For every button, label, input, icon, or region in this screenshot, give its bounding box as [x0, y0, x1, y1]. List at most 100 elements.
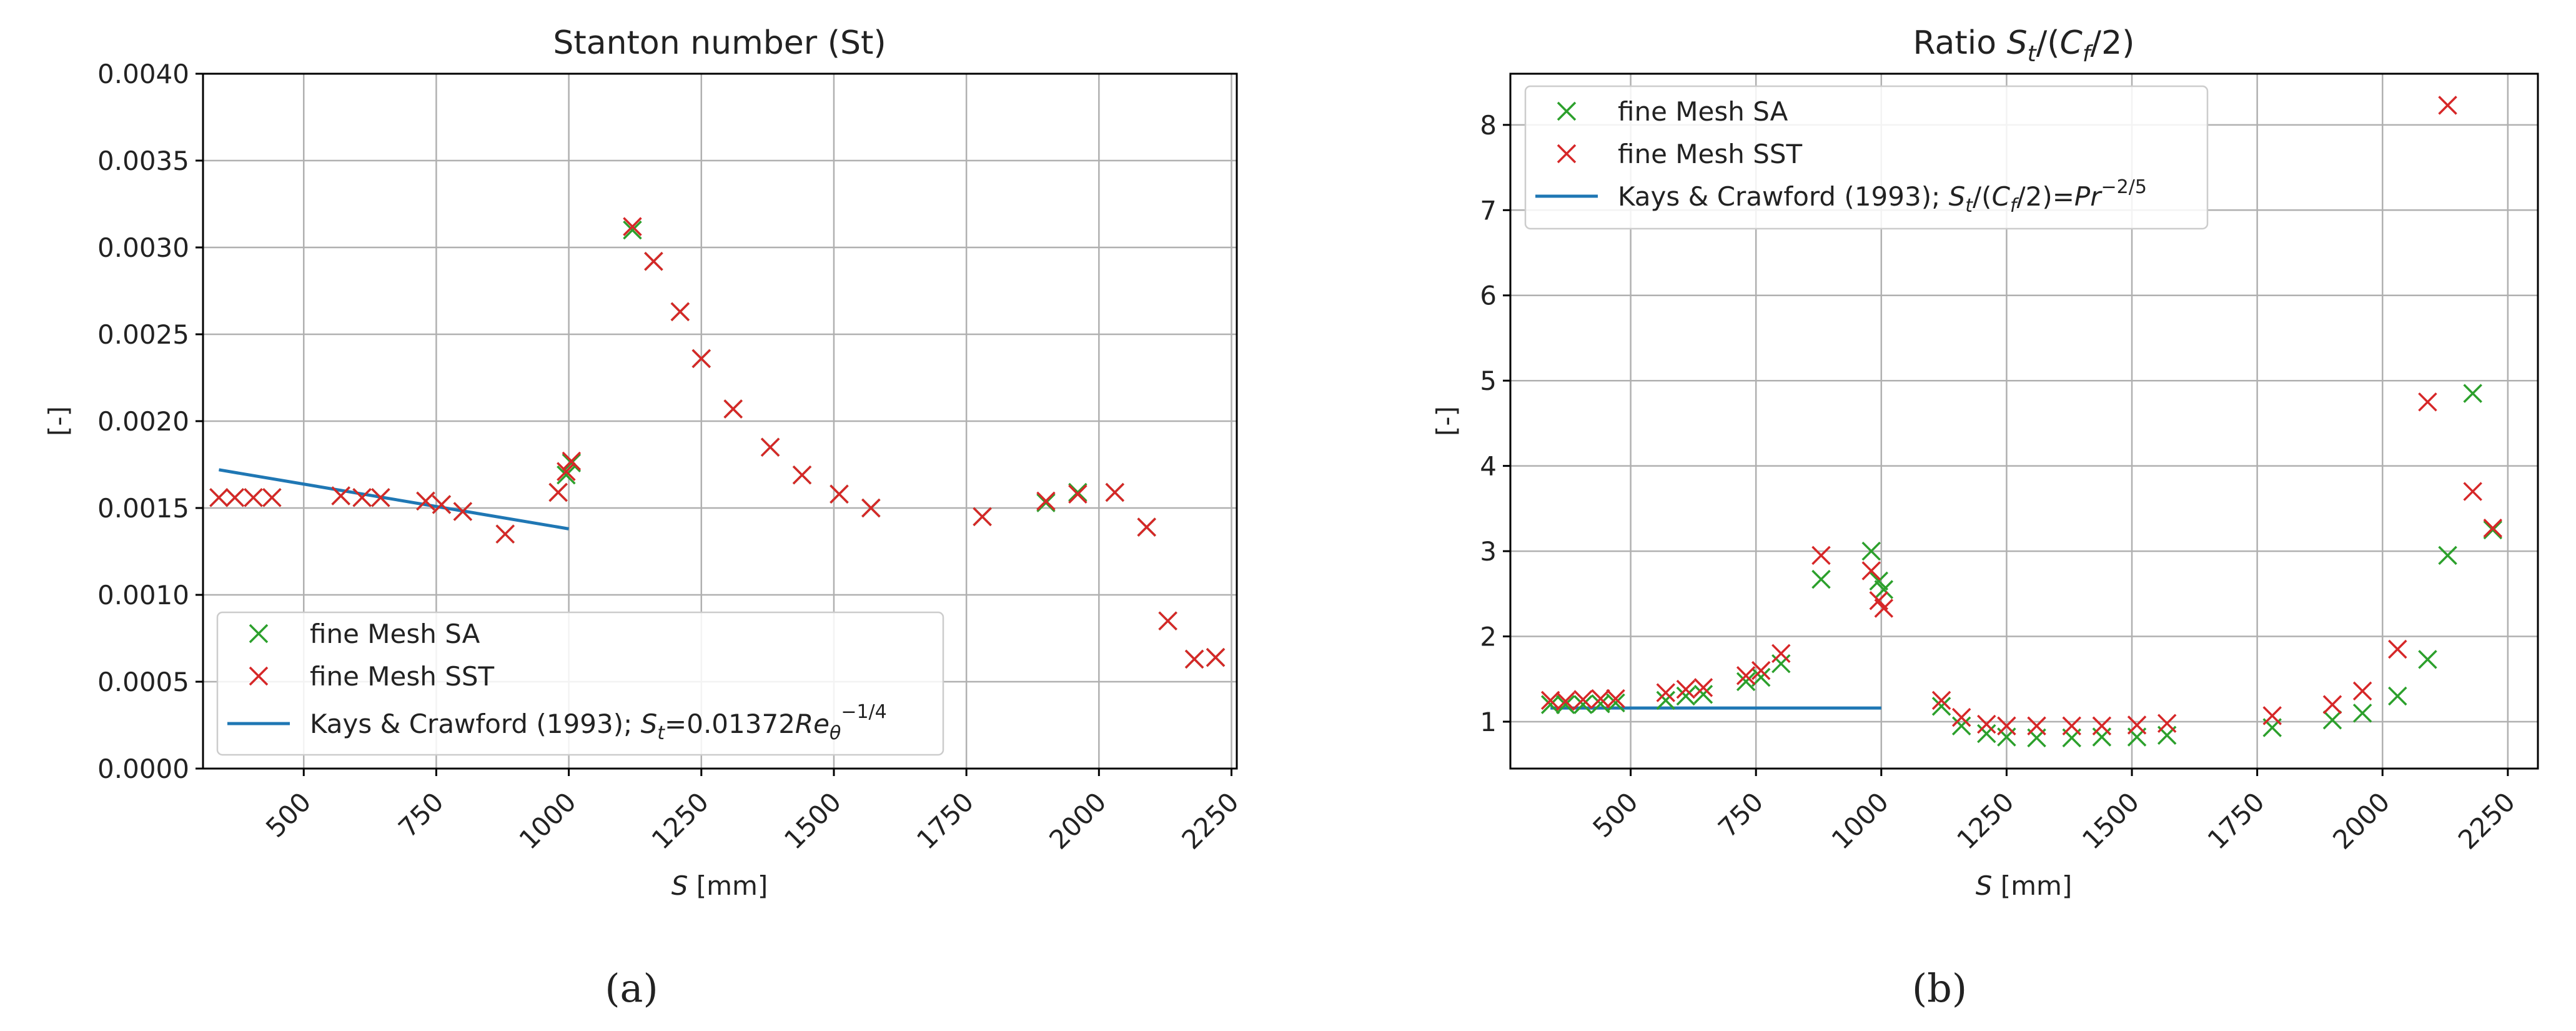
legend-marker-sst-b — [1557, 144, 1577, 164]
series-marks-a — [209, 217, 1226, 669]
point-sst-b — [1573, 690, 1593, 709]
point-sst-b — [2418, 392, 2437, 412]
y-axis-label-a: [-] — [43, 406, 74, 436]
point-sst-a — [416, 491, 435, 511]
point-sst-b — [2352, 681, 2372, 701]
point-sst-a — [225, 488, 245, 507]
point-sst-a — [352, 488, 372, 507]
point-sa-b — [2418, 650, 2437, 669]
point-sst-b — [1977, 714, 1996, 734]
point-sst-b — [1606, 689, 1625, 709]
point-sst-b — [1656, 683, 1675, 702]
y-tick-label-b: 4 — [1480, 451, 1497, 482]
point-sa-b — [1540, 695, 1560, 714]
point-sst-b — [1997, 716, 2016, 736]
point-sst-b — [2027, 716, 2046, 736]
point-sa-b — [1693, 685, 1713, 704]
point-sst-a — [1068, 484, 1087, 504]
legend-box-b — [1524, 85, 2209, 230]
point-sst-a — [244, 488, 263, 507]
x-axis-label-a: S [mm] — [671, 870, 768, 901]
legend-b: fine Mesh SA fine Mesh SST Kays & Crawfo… — [1524, 85, 2209, 230]
chart-title-b: Ratio St/(Cf/2) — [1913, 24, 2135, 67]
point-sst-a — [432, 495, 452, 514]
point-sst-a — [760, 437, 780, 457]
legend-label-sst-b: fine Mesh SST — [1618, 139, 1803, 169]
point-sst-a — [495, 524, 515, 544]
legend-label-sa-a: fine Mesh SA — [310, 619, 480, 649]
point-sa-a — [562, 453, 582, 472]
point-sa-b — [1931, 697, 1951, 716]
series-marks-b — [1540, 96, 2503, 748]
point-sa-b — [1573, 695, 1593, 714]
point-sst-b — [2157, 714, 2177, 733]
point-sst-a — [792, 465, 812, 485]
legend-label-kc-b: Kays & Crawford (1993); St/(Cf/2)=Pr−2/5 — [1618, 176, 2147, 217]
point-sa-a — [623, 220, 642, 240]
point-sa-b — [1977, 724, 1996, 744]
x-tick-label-b: 1000 — [1826, 786, 1895, 855]
point-sa-b — [1861, 541, 1881, 561]
point-sst-b — [1751, 660, 1771, 680]
chart-title-b-math: St/(Cf/2) — [2007, 24, 2135, 67]
plot-frame-b — [1509, 72, 2539, 770]
x-axis-var-a: S — [671, 870, 688, 901]
x-tick-label-a: 500 — [260, 786, 317, 843]
legend-marker-sa-b — [1557, 101, 1577, 121]
x-tick-label-b: 2000 — [2327, 786, 2395, 855]
point-sst-a — [557, 462, 576, 481]
point-sst-b — [1931, 690, 1951, 710]
point-sst-b — [2483, 518, 2503, 538]
point-sa-b — [1751, 667, 1771, 687]
point-sa-b — [1874, 580, 1894, 599]
point-sst-b — [1591, 689, 1610, 709]
point-sa-b — [2463, 384, 2482, 403]
point-sa-b — [2322, 710, 2342, 730]
y-tick-label-a: 0.0020 — [97, 406, 189, 437]
point-sst-a — [973, 507, 992, 527]
point-sa-b — [1736, 672, 1756, 692]
legend-marker-sa-a — [249, 624, 269, 644]
legend-box-a — [216, 611, 944, 756]
x-tick-label-a: 1500 — [778, 786, 847, 855]
x-tick-label-a: 1250 — [646, 786, 715, 855]
series-line-kays-crawford-a — [219, 468, 570, 530]
point-sa-a — [1068, 482, 1087, 502]
y-axis-label-b: [-] — [1431, 406, 1462, 436]
y-tick-label-a: 0.0030 — [97, 232, 189, 263]
x-tick-label-a: 2000 — [1043, 786, 1112, 855]
point-sa-b — [2388, 686, 2407, 706]
point-sa-b — [1606, 693, 1625, 713]
point-sst-a — [331, 486, 350, 506]
legend-label-sa-b: fine Mesh SA — [1618, 96, 1788, 127]
point-sst-b — [1540, 690, 1560, 710]
point-sa-b — [2483, 520, 2503, 540]
point-sst-a — [1036, 491, 1056, 511]
point-sa-b — [1556, 695, 1575, 714]
point-sst-b — [2322, 695, 2342, 714]
x-axis-unit-a: [mm] — [688, 870, 768, 901]
point-sst-a — [861, 498, 881, 518]
y-tick-label-a: 0.0035 — [97, 146, 189, 176]
point-sst-a — [209, 488, 229, 507]
x-tick-label-b: 500 — [1587, 786, 1643, 843]
y-tick-label-b: 1 — [1480, 707, 1497, 737]
point-sst-b — [2062, 716, 2081, 736]
point-sst-b — [1676, 679, 1696, 699]
panel-label-b: (b) — [1912, 965, 1967, 1011]
y-tick-label-b: 6 — [1480, 281, 1497, 311]
point-sst-a — [723, 399, 743, 419]
point-sst-a — [371, 488, 390, 507]
point-sst-a — [644, 252, 663, 271]
legend-a: fine Mesh SA fine Mesh SST Kays & Crawfo… — [216, 611, 944, 756]
point-sst-a — [562, 451, 582, 471]
point-sst-a — [623, 217, 642, 236]
point-sa-b — [1869, 571, 1889, 591]
x-tick-label-a: 1000 — [513, 786, 582, 855]
chart-title-a: Stanton number (St) — [553, 24, 886, 62]
y-tick-label-b: 7 — [1480, 195, 1497, 226]
x-tick-label-b: 1750 — [2202, 786, 2271, 855]
x-axis-var-b: S — [1976, 870, 1993, 901]
legend-label-sst-a: fine Mesh SST — [310, 661, 495, 692]
